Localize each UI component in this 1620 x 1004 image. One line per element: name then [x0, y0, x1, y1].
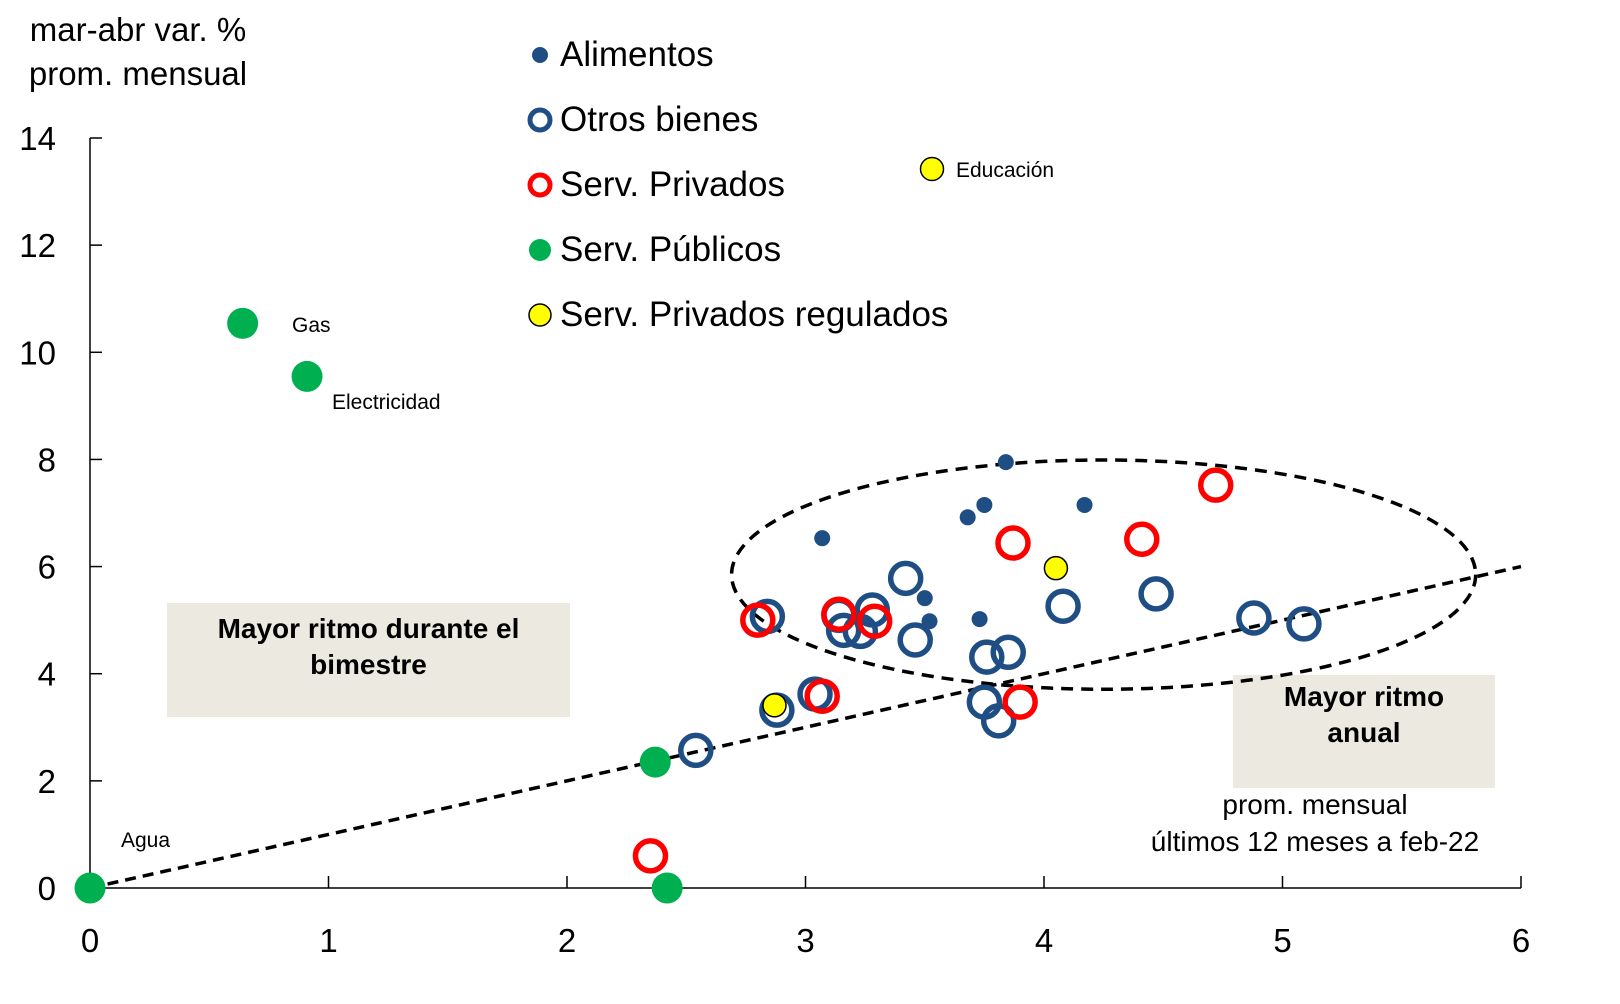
point-label-electricidad: Electricidad: [332, 391, 441, 414]
point-otros-bienes: [980, 703, 1017, 739]
series-serv-privados: [632, 467, 1234, 874]
y-axis-title-line1: mar-abr var. %: [29, 11, 247, 48]
point-serv-publicos: [639, 746, 671, 778]
point-otros-bienes: [887, 560, 924, 597]
point-serv-privados: [995, 525, 1031, 561]
series-alimentos: [814, 454, 1093, 630]
overlays: [89, 458, 1522, 890]
x-axis-title: prom. mensual últimos 12 meses a feb-22: [1130, 786, 1500, 860]
point-alimentos: [1076, 496, 1093, 513]
point-serv-privados: [804, 678, 840, 714]
x-tick-label: 4: [1035, 922, 1053, 959]
point-alimentos: [997, 454, 1014, 471]
legend: Alimentos Otros bienes Serv. Privados Se…: [520, 22, 948, 347]
legend-item-serv-publicos: Serv. Públicos: [520, 217, 948, 282]
legend-label: Serv. Privados regulados: [560, 294, 949, 334]
x-tick-label: 6: [1512, 922, 1530, 959]
point-otros-bienes: [825, 612, 862, 649]
y-tick-label: 4: [38, 656, 56, 693]
marks: [74, 307, 1322, 904]
point-otros-bienes: [1236, 600, 1272, 636]
y-tick-label: 14: [19, 120, 56, 157]
y-tick-label: 2: [38, 763, 56, 800]
legend-item-otros-bienes: Otros bienes: [520, 87, 948, 152]
legend-item-serv-privados: Serv. Privados: [520, 152, 948, 217]
point-serv-privados: [1197, 467, 1234, 503]
point-labels: Gas Electricidad Agua Educación: [121, 156, 1054, 852]
point-serv-privados-regulados: [1043, 555, 1069, 581]
y-axis-title: mar-abr var. % prom. mensual: [8, 8, 268, 96]
reference-line-45deg: [89, 564, 1522, 890]
legend-label: Serv. Privados: [560, 164, 785, 204]
point-label-agua: Agua: [121, 829, 170, 852]
point-serv-privados: [632, 838, 669, 874]
point-serv-privados: [821, 596, 857, 632]
legend-label: Otros bienes: [560, 99, 759, 139]
point-alimentos: [921, 613, 938, 630]
point-otros-bienes: [678, 732, 714, 769]
legend-item-alimentos: Alimentos: [520, 22, 948, 87]
x-tick-label: 1: [319, 922, 337, 959]
point-label-gas: Gas: [292, 314, 331, 337]
annotation-bimestre-line2: bimestre: [310, 649, 427, 680]
point-alimentos: [976, 496, 993, 513]
legend-label: Serv. Públicos: [560, 229, 782, 269]
x-tick-label: 0: [81, 922, 99, 959]
point-alimentos: [971, 611, 988, 628]
y-tick-label: 12: [19, 227, 56, 264]
small-dot-icon: [520, 35, 560, 75]
point-serv-privados: [856, 603, 893, 639]
series-serv-privados-regulados: [762, 555, 1069, 718]
point-serv-privados: [1124, 521, 1160, 557]
annotation-bimestre-line1: Mayor ritmo durante el: [217, 613, 520, 644]
point-otros-bienes: [1286, 606, 1322, 642]
point-serv-privados-regulados: [762, 693, 787, 718]
y-tick-label: 8: [38, 441, 56, 478]
annotation-box-anual: Mayor ritmo anual: [1233, 675, 1495, 788]
point-otros-bienes: [990, 634, 1026, 671]
x-tick-label: 5: [1273, 922, 1291, 959]
highlight-ellipse: [729, 458, 1478, 691]
annotation-anual-line2: anual: [1327, 717, 1401, 748]
educacion-marker-icon: [919, 156, 945, 182]
legend-label: Alimentos: [560, 34, 714, 74]
yellow-dot-icon: [520, 295, 560, 335]
point-serv-publicos: [291, 360, 323, 392]
x-axis-title-line2: últimos 12 meses a feb-22: [1150, 826, 1480, 857]
annotation-box-bimestre: Mayor ritmo durante el bimestre: [167, 603, 570, 717]
ring-icon: [520, 165, 560, 205]
point-otros-bienes: [1045, 588, 1081, 624]
point-otros-bienes: [897, 622, 933, 658]
filled-dot-icon: [520, 230, 560, 270]
annotation-anual-line1: Mayor ritmo: [1283, 681, 1445, 712]
point-serv-privados: [1002, 684, 1038, 720]
series-serv-publicos: [74, 307, 683, 904]
point-serv-publicos: [227, 307, 259, 339]
point-alimentos: [959, 509, 976, 526]
point-serv-publicos: [74, 872, 106, 904]
point-alimentos: [814, 530, 831, 547]
point-alimentos: [916, 590, 933, 607]
point-otros-bienes: [969, 639, 1005, 675]
x-tick-label: 3: [796, 922, 814, 959]
point-serv-publicos: [651, 872, 683, 904]
x-axis-title-line1: prom. mensual: [1222, 789, 1408, 820]
legend-item-serv-privados-regulados: Serv. Privados regulados: [520, 282, 948, 347]
ring-icon: [520, 100, 560, 140]
y-tick-label: 10: [19, 334, 56, 371]
y-tick-label: 0: [38, 870, 56, 907]
point-otros-bienes: [1138, 576, 1174, 612]
x-tick-label: 2: [558, 922, 576, 959]
y-axis-title-line2: prom. mensual: [28, 55, 248, 92]
point-serv-privados: [740, 602, 776, 638]
y-tick-label: 6: [38, 549, 56, 586]
point-label-educacion: Educación: [956, 159, 1054, 182]
